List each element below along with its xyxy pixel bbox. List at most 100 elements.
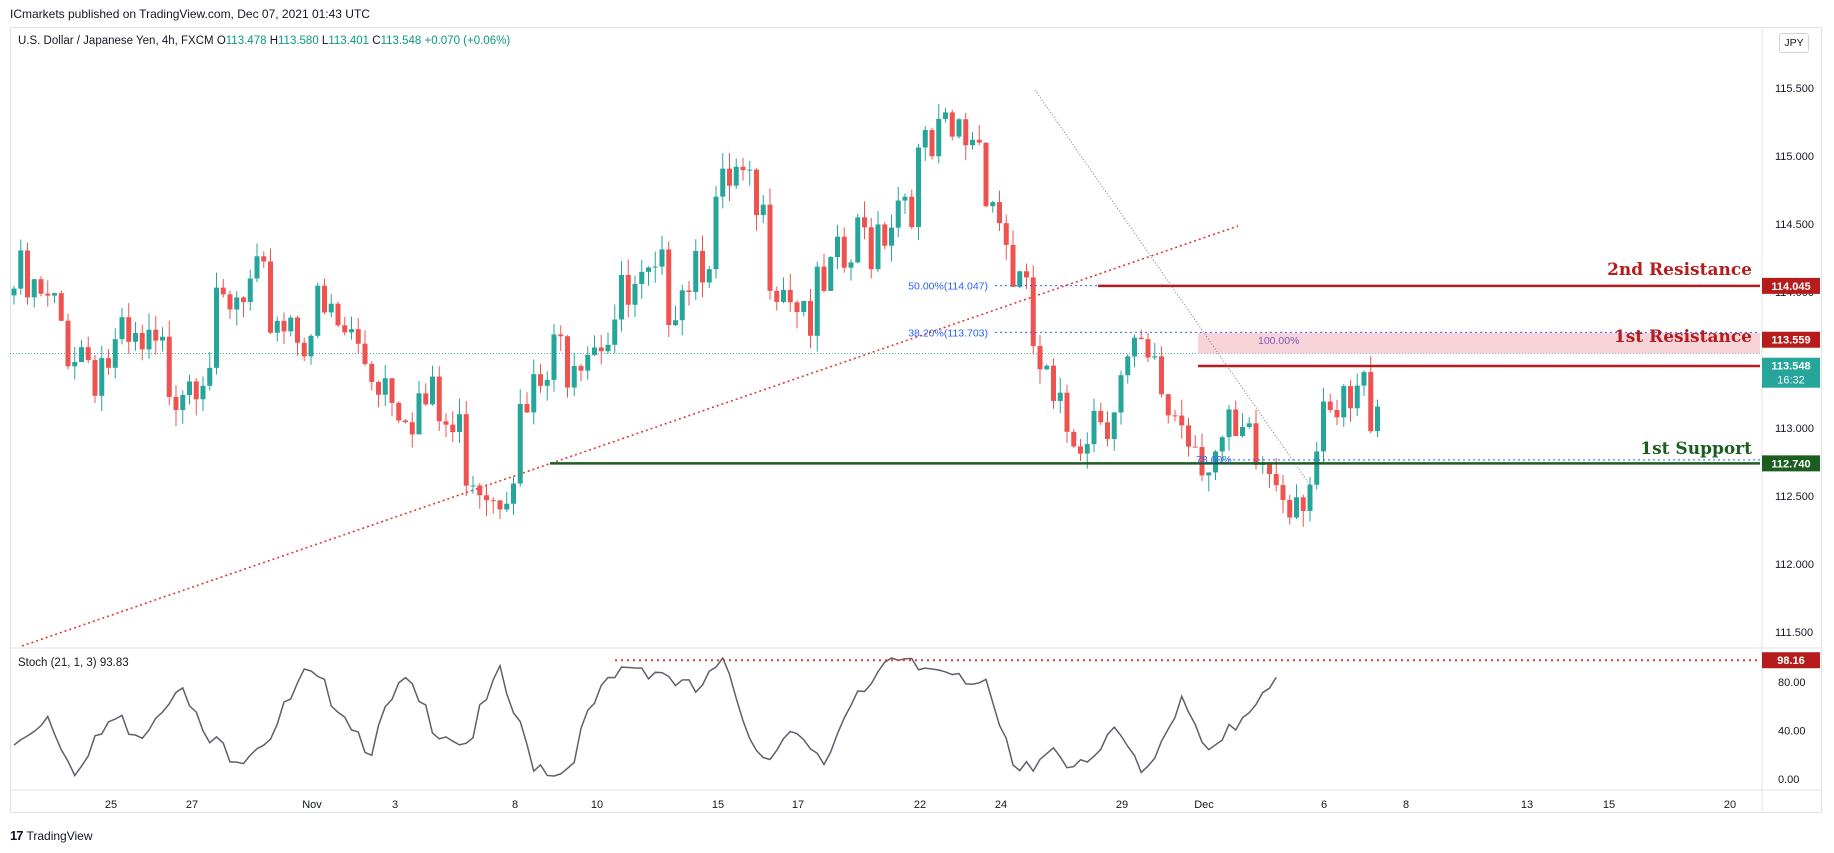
candle-body (295, 317, 300, 343)
candle-body (686, 290, 692, 292)
candle-body (112, 339, 118, 368)
stoch-tick-label: 80.00 (1778, 677, 1806, 689)
candle-body (106, 358, 111, 368)
candle-body (625, 274, 631, 305)
candle-body (38, 279, 44, 294)
candle-body (1213, 451, 1218, 473)
fib-78-label: 78.60% (1196, 454, 1232, 466)
candle-body (1118, 375, 1124, 413)
candle-body (902, 196, 908, 201)
time-tick-label: 10 (591, 799, 603, 811)
candle-body (1111, 412, 1117, 440)
candle-body (740, 166, 746, 171)
candle-body (376, 381, 381, 395)
candle-body (1368, 372, 1374, 432)
candle-body (875, 224, 881, 270)
low-label: L (321, 35, 329, 47)
candle-body (639, 271, 645, 284)
candle-body (706, 269, 712, 283)
candle-body (166, 336, 172, 397)
candle-body (619, 274, 624, 320)
candle-body (565, 336, 570, 388)
first-support-label: 1st Support (1640, 439, 1752, 459)
candle-body (943, 112, 948, 119)
tradingview-footer[interactable]: 17 TradingView (10, 828, 93, 843)
candle-body (362, 343, 368, 364)
change-value: +0.070 (+0.06%) (424, 35, 511, 47)
candle-body (1138, 337, 1144, 340)
candle-body (1354, 385, 1360, 409)
candle-body (1172, 415, 1178, 417)
candle-body (180, 395, 186, 410)
candle-body (1246, 423, 1252, 428)
time-tick-label: Nov (302, 799, 322, 811)
candle-body (1199, 447, 1205, 476)
candle-body (497, 500, 503, 510)
candle-body (322, 285, 327, 313)
price-tick-label: 115.500 (1775, 83, 1814, 95)
candle-body (1145, 339, 1151, 358)
candle-body (1294, 497, 1299, 518)
candle-body (517, 404, 523, 484)
candle-body (355, 329, 361, 344)
stoch-line (13, 656, 1277, 777)
candle-body (220, 287, 226, 295)
second-resistance-badge: 114.045 (1771, 281, 1810, 293)
symbol-legend: U.S. Dollar / Japanese Yen, 4h, FXCM O11… (18, 35, 510, 47)
candle-body (895, 200, 901, 228)
candle-body (612, 319, 618, 345)
published-caption: ICmarkets published on TradingView.com, … (10, 7, 370, 21)
candle-body (281, 320, 287, 332)
stoch-tick-label: 0.00 (1778, 774, 1799, 786)
candle-body (976, 139, 982, 143)
symbol-title: U.S. Dollar / Japanese Yen, 4h, FXCM (18, 35, 214, 47)
candle-body (585, 354, 591, 371)
candle-body (430, 376, 435, 405)
candle-body (814, 266, 820, 336)
second-resistance-badge-bg (1762, 277, 1820, 294)
candle-body (1280, 485, 1286, 501)
first-resistance-badge-bg (1762, 331, 1820, 348)
candle-body (504, 503, 510, 510)
last-price-badge-bg (1762, 357, 1820, 388)
candle-body (679, 290, 685, 321)
candle-body (261, 256, 267, 262)
candle-body (1307, 484, 1313, 511)
candle-body (18, 250, 24, 289)
candle-body (733, 166, 739, 186)
candle-body (288, 317, 294, 332)
candle-body (1219, 437, 1225, 452)
candle-body (862, 217, 867, 228)
candle-body (605, 344, 611, 352)
candle-body (247, 278, 253, 303)
candle-body (760, 204, 766, 216)
candle-body (855, 217, 861, 263)
candle-body (139, 332, 145, 350)
stoch-legend: Stoch (21, 1, 3) 93.83 (18, 657, 129, 669)
candle-body (1334, 410, 1340, 418)
candle-body (342, 325, 348, 333)
candle-body (848, 262, 854, 268)
candle-body (922, 129, 928, 148)
candle-body (787, 289, 793, 303)
candle-body (551, 334, 557, 380)
candle-body (1375, 406, 1380, 432)
candle-body (646, 267, 651, 272)
time-tick-label: 13 (1521, 799, 1533, 811)
candle-body (1348, 386, 1353, 409)
time-tick-label: 17 (792, 799, 804, 811)
candle-body (315, 285, 321, 336)
stoch-marker-badge: 98.16 (1777, 655, 1805, 667)
time-tick-label: 22 (914, 799, 926, 811)
candle-body (443, 421, 449, 425)
candle-body (423, 393, 429, 405)
high-label: H (269, 35, 278, 47)
candle-body (949, 112, 955, 137)
time-tick-label: 20 (1724, 799, 1736, 811)
candle-body (673, 320, 678, 326)
currency-badge[interactable]: JPY (1779, 33, 1809, 53)
candle-body (58, 293, 64, 321)
candle-body (349, 329, 354, 333)
candle-body (1186, 425, 1191, 447)
